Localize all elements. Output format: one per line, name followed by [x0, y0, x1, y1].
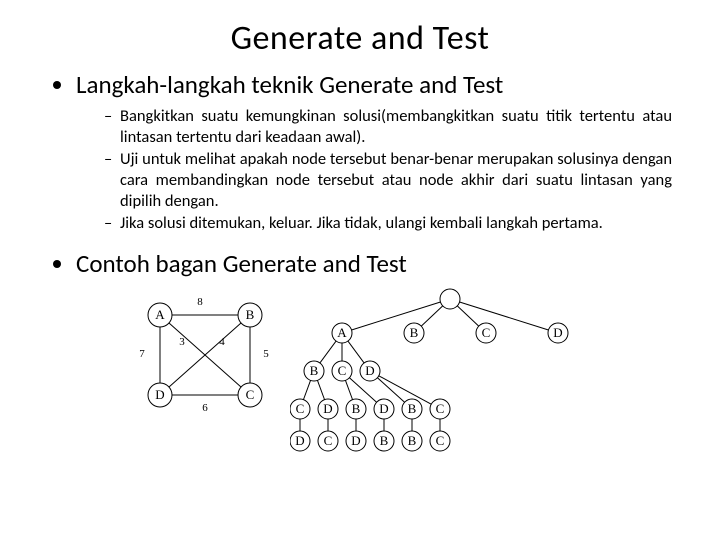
- svg-text:C: C: [324, 433, 333, 448]
- svg-text:B: B: [408, 401, 417, 416]
- svg-text:B: B: [410, 325, 419, 340]
- svg-text:B: B: [310, 363, 319, 378]
- sub-item-bangkitkan: Bangkitkan suatu kemungkinan solusi(memb…: [104, 106, 672, 147]
- svg-text:D: D: [365, 363, 374, 378]
- svg-text:D: D: [295, 433, 304, 448]
- svg-text:8: 8: [197, 296, 203, 308]
- svg-text:B: B: [380, 433, 389, 448]
- svg-text:5: 5: [263, 348, 269, 360]
- bullet-item-langkah-text: Langkah-langkah teknik Generate and Test: [76, 69, 503, 100]
- svg-text:D: D: [351, 433, 360, 448]
- svg-text:4: 4: [219, 336, 225, 348]
- sub-item-jika: Jika solusi ditemukan, keluar. Jika tida…: [104, 213, 672, 234]
- svg-text:C: C: [338, 363, 347, 378]
- svg-text:B: B: [352, 401, 361, 416]
- svg-text:B: B: [246, 307, 255, 322]
- svg-text:D: D: [553, 325, 562, 340]
- svg-text:3: 3: [179, 336, 185, 348]
- svg-text:C: C: [436, 401, 445, 416]
- svg-text:D: D: [379, 401, 388, 416]
- svg-text:C: C: [436, 433, 445, 448]
- svg-text:C: C: [246, 387, 255, 402]
- bullet-item-contoh: Contoh bagan Generate and Test: [76, 248, 672, 279]
- svg-text:D: D: [155, 387, 164, 402]
- svg-text:C: C: [296, 401, 305, 416]
- tree-diagram: A B C D B C D C D B D B C D C D B B C: [290, 285, 590, 455]
- svg-text:7: 7: [139, 348, 145, 360]
- diagram-container: 8 5 6 7 3 4 A B C D A B C D B C D C D B D B C D C D B B C: [48, 285, 672, 455]
- slide-title: Generate and Test: [48, 18, 672, 59]
- bullet-item-langkah: Langkah-langkah teknik Generate and Test…: [76, 69, 672, 234]
- slide: Generate and Test Langkah-langkah teknik…: [0, 0, 720, 540]
- svg-text:C: C: [482, 325, 491, 340]
- svg-text:D: D: [323, 401, 332, 416]
- svg-text:A: A: [155, 307, 165, 322]
- bullet-list-level1: Langkah-langkah teknik Generate and Test…: [48, 69, 672, 279]
- graph-diagram: 8 5 6 7 3 4 A B C D: [130, 285, 290, 425]
- svg-text:B: B: [408, 433, 417, 448]
- sub-item-uji: Uji untuk melihat apakah node tersebut b…: [104, 149, 672, 211]
- bullet-list-level2: Bangkitkan suatu kemungkinan solusi(memb…: [76, 106, 672, 234]
- svg-text:6: 6: [202, 402, 208, 414]
- svg-text:A: A: [337, 325, 347, 340]
